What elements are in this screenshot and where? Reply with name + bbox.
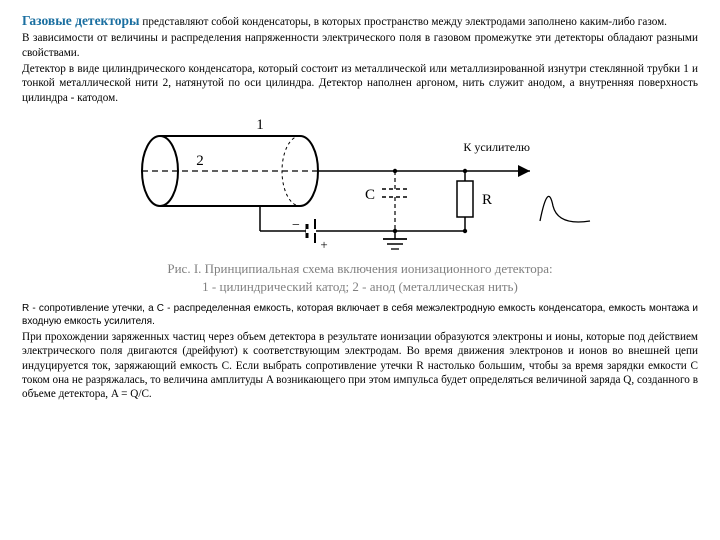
caption-line-1: Рис. I. Принципиальная схема включения и… xyxy=(100,260,620,278)
node-dot xyxy=(463,169,467,173)
resistor-body xyxy=(457,181,473,217)
intro-rest: представляют собой конденсаторы, в котор… xyxy=(140,16,667,28)
label-2: 2 xyxy=(196,153,204,169)
arrowhead-icon xyxy=(518,165,530,177)
page-content: Газовые детекторы представляют собой кон… xyxy=(0,0,720,414)
diagram-svg: 1 2 К усилителю C R xyxy=(100,111,620,256)
node-dot xyxy=(393,229,397,233)
capacitor-label: C xyxy=(365,187,375,203)
paragraph-4: R - сопротивление утечки, а C - распреде… xyxy=(22,303,698,328)
pulse-icon xyxy=(540,196,590,222)
battery-plus: + xyxy=(320,237,327,252)
title: Газовые детекторы xyxy=(22,13,140,28)
paragraph-3: Детектор в виде цилиндрического конденса… xyxy=(22,62,698,105)
label-1: 1 xyxy=(256,117,264,133)
resistor-label: R xyxy=(482,192,492,208)
caption-line-2: 1 - цилиндрический катод; 2 - анод (мета… xyxy=(100,278,620,296)
to-amplifier-label: К усилителю xyxy=(463,140,530,154)
paragraph-2: В зависимости от величины и распределени… xyxy=(22,31,698,60)
circuit-diagram: 1 2 К усилителю C R xyxy=(100,111,620,256)
figure-caption: Рис. I. Принципиальная схема включения и… xyxy=(100,260,620,295)
node-dot xyxy=(393,169,397,173)
intro-paragraph: Газовые детекторы представляют собой кон… xyxy=(22,12,698,29)
node-dot xyxy=(463,229,467,233)
battery-minus: − xyxy=(292,218,300,233)
paragraph-5: При прохождении заряженных частиц через … xyxy=(22,330,698,402)
battery-gap xyxy=(306,229,316,233)
